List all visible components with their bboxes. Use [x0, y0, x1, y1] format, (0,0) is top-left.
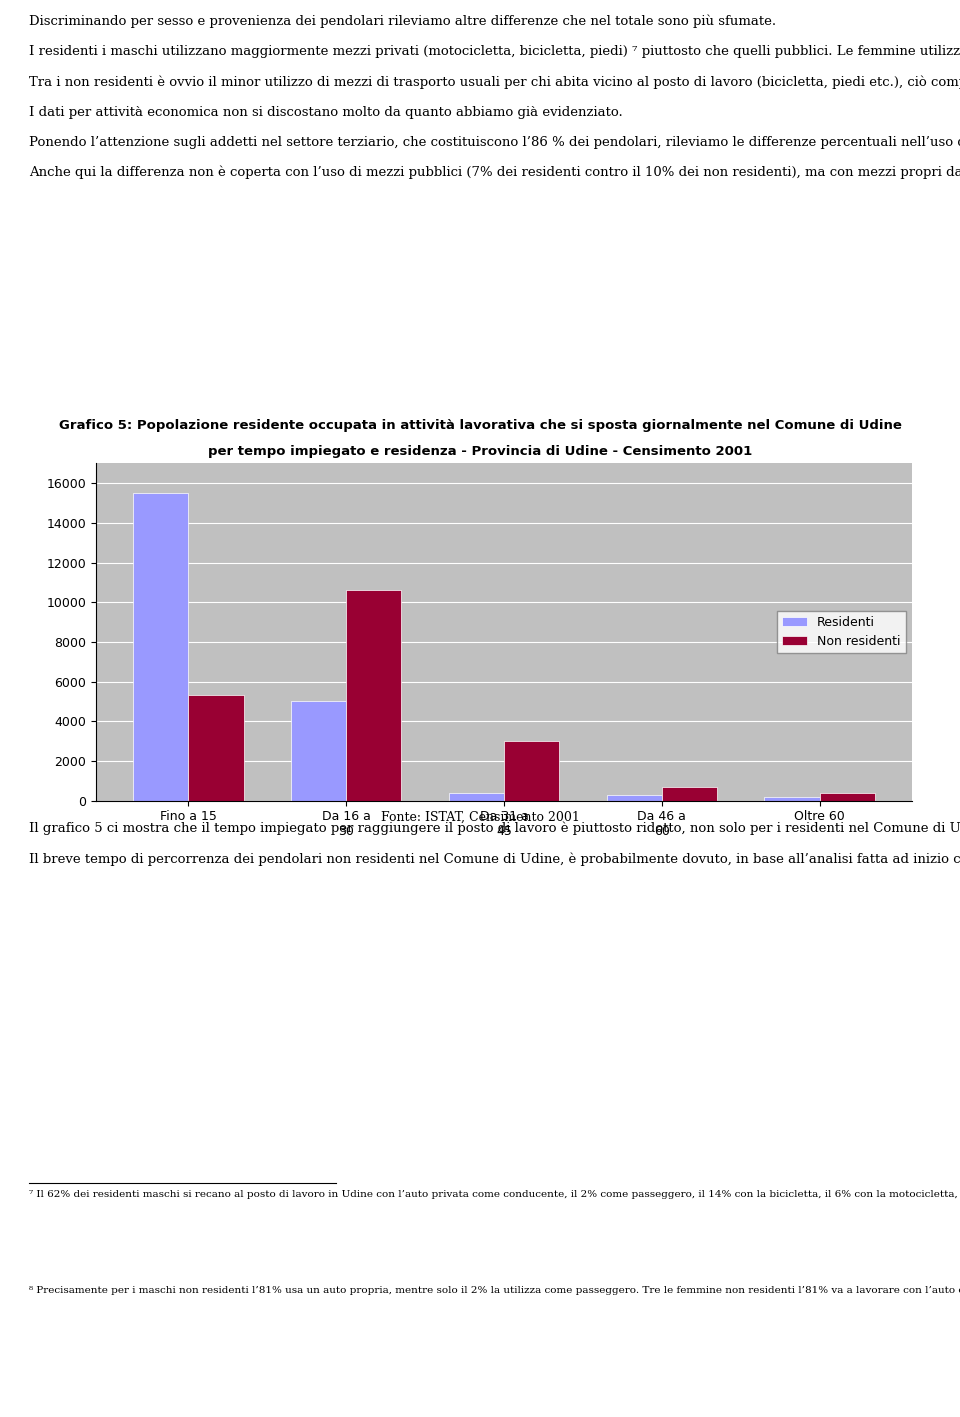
Text: per tempo impiegato e residenza - Provincia di Udine - Censimento 2001: per tempo impiegato e residenza - Provin…	[208, 445, 752, 458]
Text: ⁸ Precisamente per i maschi non residenti l’81% usa un auto propria, mentre solo: ⁸ Precisamente per i maschi non resident…	[29, 1287, 960, 1295]
Bar	[133, 493, 188, 801]
Bar	[661, 786, 717, 801]
Text: Fonte: ISTAT, Censimento 2001: Fonte: ISTAT, Censimento 2001	[380, 811, 580, 823]
Text: Discriminando per sesso e provenienza dei pendolari rileviamo altre differenze c: Discriminando per sesso e provenienza de…	[29, 14, 960, 180]
Bar	[188, 696, 244, 801]
Bar	[764, 796, 820, 801]
Legend: Residenti, Non residenti: Residenti, Non residenti	[778, 611, 905, 653]
Text: Grafico 5: Popolazione residente occupata in attività lavorativa che si sposta g: Grafico 5: Popolazione residente occupat…	[59, 419, 901, 432]
Bar	[607, 795, 661, 801]
Bar	[291, 701, 347, 801]
Text: ⁷ Il 62% dei residenti maschi si recano al posto di lavoro in Udine con l’auto p: ⁷ Il 62% dei residenti maschi si recano …	[29, 1190, 960, 1199]
Bar	[820, 792, 875, 801]
Bar	[347, 591, 401, 801]
Text: Il grafico 5 ci mostra che il tempo impiegato per raggiungere il posto di lavoro: Il grafico 5 ci mostra che il tempo impi…	[29, 822, 960, 866]
Bar	[448, 792, 504, 801]
Bar	[504, 741, 560, 801]
